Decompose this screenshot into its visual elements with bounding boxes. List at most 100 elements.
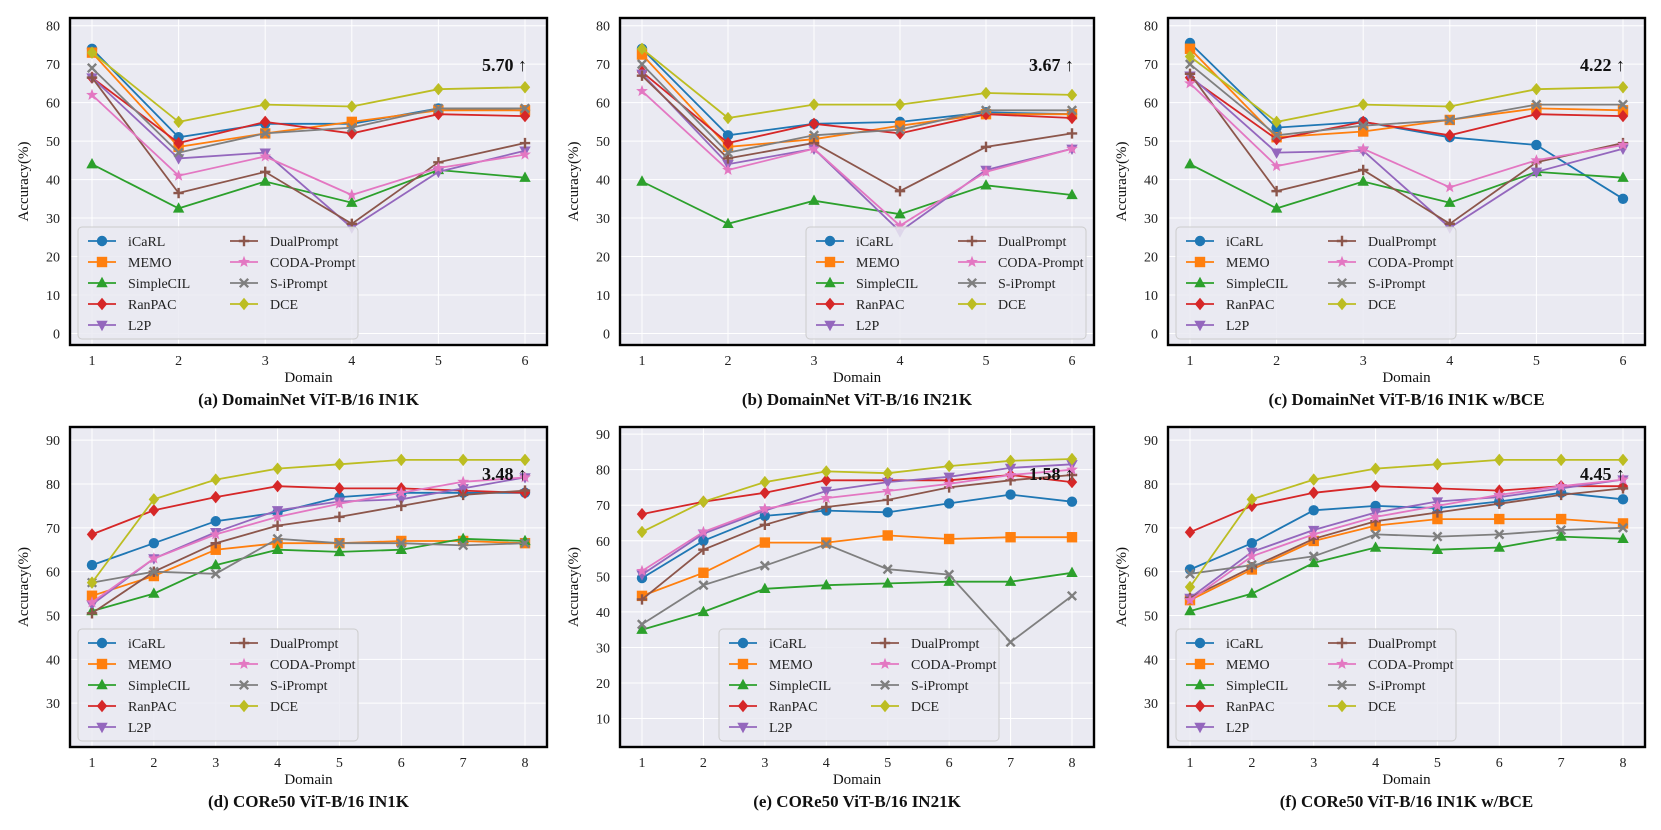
series-line: [641, 458, 1073, 533]
legend-marker: [1194, 637, 1206, 649]
y-tick-label: 40: [596, 174, 610, 189]
data-point: [1271, 115, 1282, 129]
x-tick-label: 1: [1187, 354, 1194, 369]
legend-item-simplecil: SimpleCIL: [1186, 276, 1288, 292]
y-tick-label: 50: [46, 135, 60, 150]
data-point: [882, 577, 894, 588]
legend-marker: [96, 722, 108, 734]
data-point: [259, 175, 271, 186]
legend-item-icarl: iCaRL: [88, 637, 165, 652]
y-tick-label: 40: [46, 653, 60, 668]
series-line: [91, 94, 526, 196]
series-line: [91, 76, 526, 144]
x-tick-label: 3: [1310, 756, 1317, 771]
data-point: [172, 202, 185, 213]
data-point: [882, 564, 893, 575]
data-point: [1271, 130, 1282, 141]
data-point: [1494, 529, 1505, 540]
legend-label: iCaRL: [128, 235, 165, 250]
data-point: [1617, 473, 1629, 485]
x-tick-label: 3: [811, 354, 818, 369]
legend-item-icarl: iCaRL: [1186, 637, 1263, 652]
y-tick-label: 90: [1144, 434, 1158, 449]
data-point: [272, 462, 283, 475]
data-point: [1444, 114, 1455, 125]
series-dce: [636, 42, 1078, 125]
y-tick-label: 60: [596, 535, 610, 550]
data-point: [519, 109, 531, 123]
series-s-iprompt: [86, 62, 531, 158]
data-point: [1004, 575, 1017, 586]
x-tick-label: 6: [1620, 354, 1627, 369]
data-point: [1432, 482, 1443, 495]
legend-marker: [879, 679, 891, 691]
legend-marker: [1336, 297, 1348, 311]
y-tick-label: 60: [1144, 97, 1158, 112]
data-point: [1184, 604, 1196, 616]
x-tick-label: 2: [725, 354, 732, 369]
series-line: [91, 458, 525, 584]
legend-marker: [1336, 255, 1348, 268]
series-line: [1189, 518, 1624, 602]
series-line: [1189, 487, 1624, 599]
legend-item-ranpac: RanPAC: [88, 699, 177, 715]
x-tick-label: 6: [522, 354, 529, 369]
legend-label: DualPrompt: [911, 637, 980, 652]
series-line: [641, 90, 1073, 227]
legend-label: MEMO: [1226, 256, 1270, 271]
data-point: [272, 533, 283, 544]
series-line: [1189, 478, 1624, 601]
data-point: [1066, 532, 1078, 543]
data-point: [395, 495, 407, 506]
legend-label: CODA-Prompt: [998, 256, 1084, 271]
data-point: [173, 187, 184, 199]
data-point: [346, 116, 357, 128]
series-line: [1189, 82, 1624, 189]
y-tick-label: 50: [596, 135, 610, 150]
series-line: [641, 534, 1072, 597]
legend-marker: [1194, 235, 1206, 247]
legend-marker: [879, 637, 891, 649]
series-line: [641, 48, 1073, 119]
plot-frame: [68, 425, 549, 749]
legend-item-ranpac: RanPAC: [1186, 699, 1275, 715]
series-line: [641, 75, 1073, 193]
y-tick-label: 70: [46, 58, 60, 73]
data-point: [396, 535, 407, 547]
data-point: [1005, 454, 1016, 467]
legend-item-s-iprompt: S-iPrompt: [230, 277, 328, 292]
legend-item-icarl: iCaRL: [1186, 235, 1263, 250]
data-point: [1358, 98, 1369, 111]
x-tick-label: 4: [823, 756, 830, 771]
improvement-annotation: 4.22 ↑: [1580, 55, 1625, 75]
data-point: [519, 148, 531, 160]
data-point: [1531, 99, 1542, 110]
legend-item-dualprompt: DualPrompt: [1328, 637, 1437, 652]
data-point: [894, 208, 906, 219]
x-tick-label: 4: [348, 354, 355, 369]
legend-marker: [96, 256, 108, 268]
y-tick-label: 30: [1144, 212, 1158, 227]
data-point: [1530, 154, 1543, 166]
data-point: [697, 525, 710, 537]
legend-label: MEMO: [128, 658, 172, 673]
data-point: [1184, 43, 1196, 54]
data-point: [173, 136, 184, 150]
data-point: [1617, 99, 1629, 110]
y-tick-label: 0: [53, 327, 60, 342]
y-tick-label: 80: [596, 20, 610, 35]
data-point: [1617, 453, 1629, 467]
data-point: [148, 493, 160, 506]
data-point: [882, 507, 893, 518]
x-tick-label: 2: [1248, 756, 1255, 771]
legend: iCaRL MEMO SimpleCIL RanPAC L2P DualPrompt COD…: [718, 628, 1000, 742]
panel-caption: (d) CORe50 ViT-B/16 IN1K: [208, 792, 410, 811]
legend-item-dualprompt: DualPrompt: [871, 637, 980, 652]
data-point: [1431, 499, 1444, 511]
x-axis-label: Domain: [284, 772, 333, 788]
y-axis-label: Accuracy(%): [16, 547, 32, 627]
legend-item-dualprompt: DualPrompt: [958, 235, 1067, 250]
legend-marker: [96, 235, 108, 247]
data-point: [1444, 100, 1455, 113]
series-s-iprompt: [1184, 522, 1629, 579]
